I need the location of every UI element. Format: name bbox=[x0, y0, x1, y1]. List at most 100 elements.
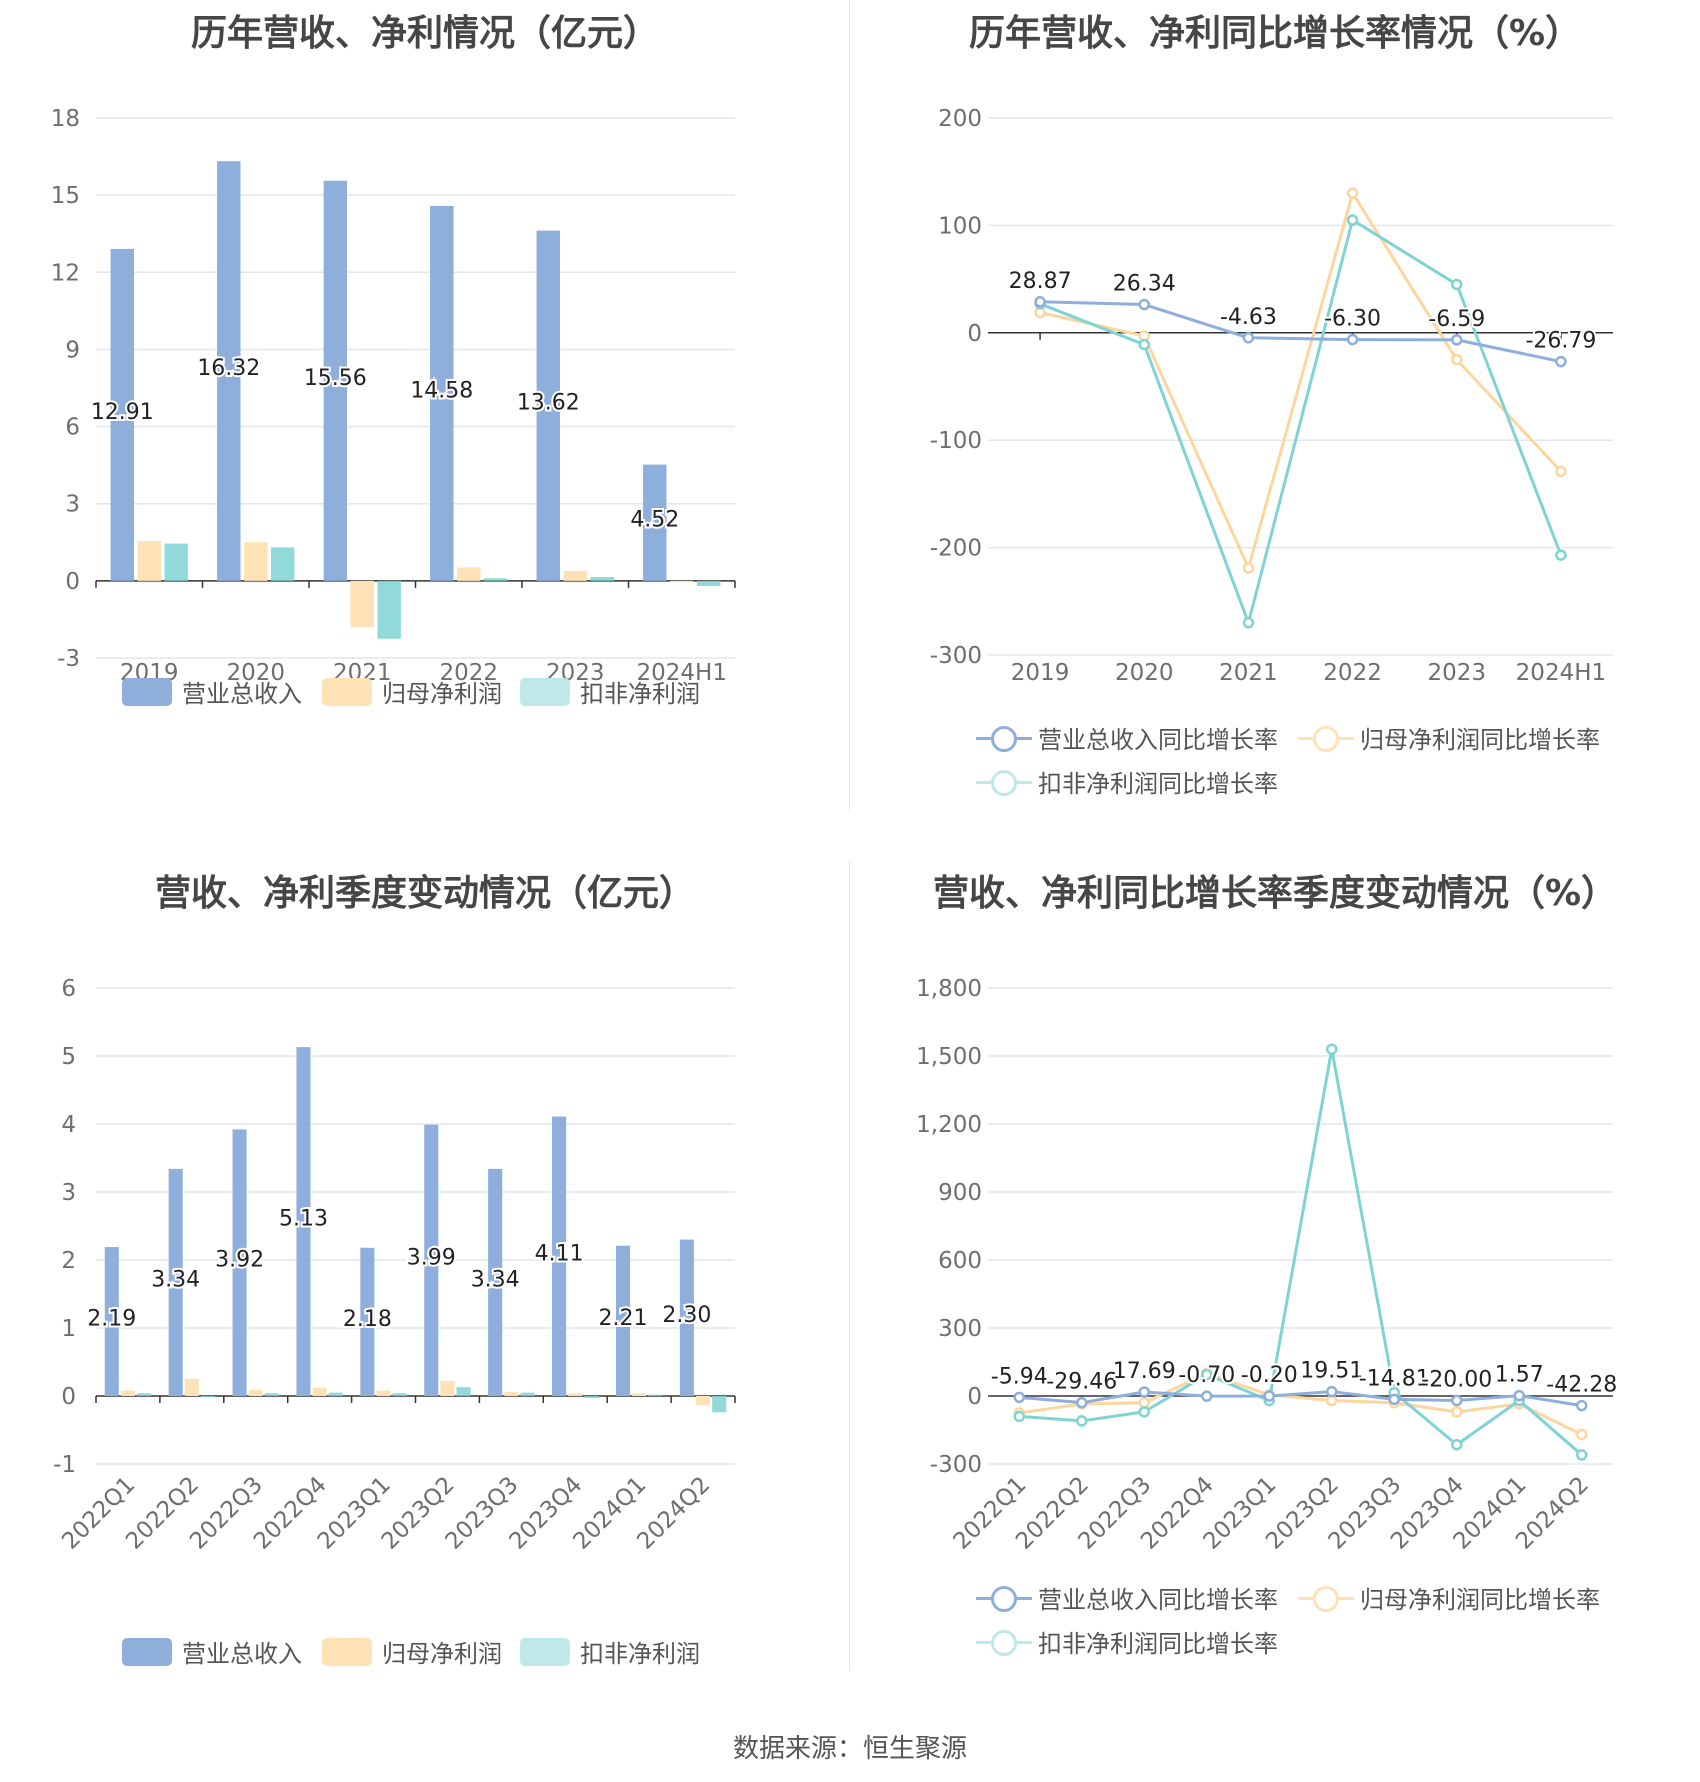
data-label: 15.56 bbox=[304, 366, 367, 391]
point-deducted-growth bbox=[1138, 1406, 1150, 1418]
bar-deducted-profit bbox=[270, 547, 295, 581]
legend-item-deducted-profit[interactable]: 扣非净利润 bbox=[520, 674, 700, 709]
legend-label: 归母净利润 bbox=[382, 680, 502, 708]
legend-swatch bbox=[1298, 724, 1354, 752]
legend-swatch bbox=[976, 724, 1032, 752]
bar-revenue bbox=[168, 1168, 183, 1396]
chart-canvas: -300 0 300 600 900 1,200 1,500 1,800 -5.94-29.46… bbox=[916, 976, 1619, 1555]
series-line-revenue-growth bbox=[1019, 1390, 1582, 1408]
bar-net-profit bbox=[440, 1381, 455, 1396]
chart-title: 营收、净利同比增长率季度变动情况（%） bbox=[932, 873, 1618, 914]
data-label: 19.51 bbox=[1300, 1359, 1363, 1384]
bar-deducted-profit bbox=[377, 580, 401, 639]
point-net-profit-growth bbox=[1451, 1406, 1463, 1418]
y-tick-label: -1 bbox=[53, 1452, 76, 1478]
legend-item-revenue[interactable]: 营业总收入 bbox=[122, 1634, 302, 1669]
x-tick-label: 2024H1 bbox=[637, 660, 727, 686]
quarterly-growth-rate-chart: 营收、净利同比增长率季度变动情况（%） -300 0 300 600 900 1,200 1… bbox=[850, 860, 1700, 1720]
chart-title: 营收、净利季度变动情况（亿元） bbox=[154, 873, 695, 914]
point-deducted-growth bbox=[1346, 214, 1359, 226]
data-label: 12.91 bbox=[91, 400, 154, 425]
data-label: 14.58 bbox=[410, 378, 473, 403]
y-tick-label: 4 bbox=[61, 1112, 76, 1138]
y-tick-label: 1,200 bbox=[916, 1112, 982, 1138]
point-net-profit-growth bbox=[1242, 562, 1255, 574]
bar-net-profit bbox=[120, 1390, 135, 1396]
bar-net-profit bbox=[632, 1393, 647, 1396]
point-deducted-growth bbox=[1451, 278, 1463, 291]
legend-item-net-profit[interactable]: 归母净利润 bbox=[322, 674, 502, 709]
bar-revenue bbox=[536, 230, 561, 581]
point-deducted-growth bbox=[1013, 1410, 1025, 1423]
legend-item-revenue[interactable]: 营业总收入 bbox=[122, 674, 302, 709]
point-revenue-growth bbox=[1326, 1385, 1338, 1398]
legend-swatch bbox=[322, 677, 372, 706]
data-label: 2.19 bbox=[87, 1307, 136, 1332]
legend-label: 扣非净利润 bbox=[580, 1640, 700, 1668]
point-revenue-growth bbox=[1138, 298, 1150, 311]
y-tick-label: 9 bbox=[65, 337, 80, 363]
y-tick-label: 1,500 bbox=[916, 1044, 982, 1070]
series-line-deducted-growth bbox=[1019, 1047, 1583, 1457]
legend-item-revenue-growth[interactable]: 营业总收入同比增长率 bbox=[976, 1580, 1278, 1615]
bar-net-profit bbox=[376, 1390, 391, 1396]
data-label: -42.28 bbox=[1546, 1373, 1617, 1398]
bar-revenue bbox=[552, 1116, 567, 1396]
data-label: -14.81 bbox=[1359, 1366, 1430, 1391]
point-net-profit-growth bbox=[1346, 187, 1359, 199]
data-label: -6.30 bbox=[1324, 307, 1381, 332]
data-label: 5.13 bbox=[279, 1207, 328, 1232]
legend-item-net-profit[interactable]: 归母净利润 bbox=[322, 1634, 502, 1669]
x-tick-label: 2020 bbox=[226, 660, 285, 686]
legend-item-deducted-growth[interactable]: 扣非净利润同比增长率 bbox=[976, 764, 1278, 799]
y-tick-label: 0 bbox=[65, 569, 80, 595]
data-label: 1.57 bbox=[1495, 1363, 1544, 1388]
chart-title: 历年营收、净利情况（亿元） bbox=[190, 13, 659, 54]
legend-swatch bbox=[322, 1637, 372, 1666]
data-label: 3.34 bbox=[151, 1267, 200, 1292]
point-deducted-growth bbox=[1138, 338, 1150, 351]
x-tick-label: 2022 bbox=[1323, 660, 1382, 686]
legend-label: 营业总收入 bbox=[182, 680, 302, 708]
point-revenue-growth bbox=[1076, 1396, 1088, 1409]
bar-net-profit bbox=[184, 1379, 199, 1396]
vertical-divider bbox=[849, 860, 850, 1670]
bar-revenue bbox=[615, 1245, 631, 1396]
annual-revenue-profit-chart: 历年营收、净利情况（亿元） -3 0 3 6 9 12 15 18 12.91 16.32 15.5… bbox=[0, 0, 850, 860]
point-revenue-growth bbox=[1138, 1386, 1150, 1398]
point-revenue-growth bbox=[1388, 1393, 1400, 1406]
y-tick-label: 3 bbox=[61, 1180, 76, 1206]
data-label: -20.00 bbox=[1421, 1368, 1492, 1393]
legend-label: 扣非净利润同比增长率 bbox=[1038, 770, 1278, 798]
legend-item-deducted-growth[interactable]: 扣非净利润同比增长率 bbox=[976, 1624, 1278, 1659]
bar-revenue bbox=[679, 1239, 694, 1396]
bar-deducted-profit bbox=[584, 1396, 599, 1399]
y-tick-label: 12 bbox=[51, 260, 80, 286]
bar-deducted-profit bbox=[264, 1393, 279, 1396]
legend-label: 归母净利润同比增长率 bbox=[1360, 726, 1600, 754]
chart-canvas: -1 0 1 2 3 4 5 6 2.19 3.34 3.92 5.13 2.18 3.99 3.34 4.1… bbox=[53, 976, 736, 1555]
legend-item-net-profit-growth[interactable]: 归母净利润同比增长率 bbox=[1298, 1580, 1600, 1615]
point-revenue-growth bbox=[1451, 1394, 1463, 1407]
y-tick-label: 0 bbox=[61, 1384, 76, 1410]
vertical-divider bbox=[849, 0, 850, 810]
y-tick-label: 15 bbox=[51, 183, 80, 209]
bar-revenue bbox=[296, 1047, 311, 1396]
y-tick-label: 100 bbox=[938, 213, 982, 239]
legend-label: 扣非净利润 bbox=[580, 680, 700, 708]
legend-item-net-profit-growth[interactable]: 归母净利润同比增长率 bbox=[1298, 720, 1600, 755]
point-deducted-growth bbox=[1076, 1415, 1088, 1427]
y-tick-label: 2 bbox=[61, 1248, 76, 1274]
data-label: -4.63 bbox=[1220, 305, 1277, 330]
data-label: -0.20 bbox=[1241, 1363, 1298, 1388]
legend-item-deducted-profit[interactable]: 扣非净利润 bbox=[520, 1634, 700, 1669]
point-deducted-growth bbox=[1242, 617, 1255, 629]
x-tick-label: 2024H1 bbox=[1516, 660, 1606, 686]
legend-item-revenue-growth[interactable]: 营业总收入同比增长率 bbox=[976, 720, 1278, 755]
bar-deducted-profit bbox=[164, 543, 188, 581]
legend-label: 营业总收入同比增长率 bbox=[1038, 726, 1278, 754]
point-revenue-growth bbox=[1034, 296, 1046, 308]
y-tick-label: 3 bbox=[65, 492, 80, 518]
bar-net-profit bbox=[504, 1391, 519, 1396]
bar-net-profit bbox=[696, 1396, 711, 1406]
